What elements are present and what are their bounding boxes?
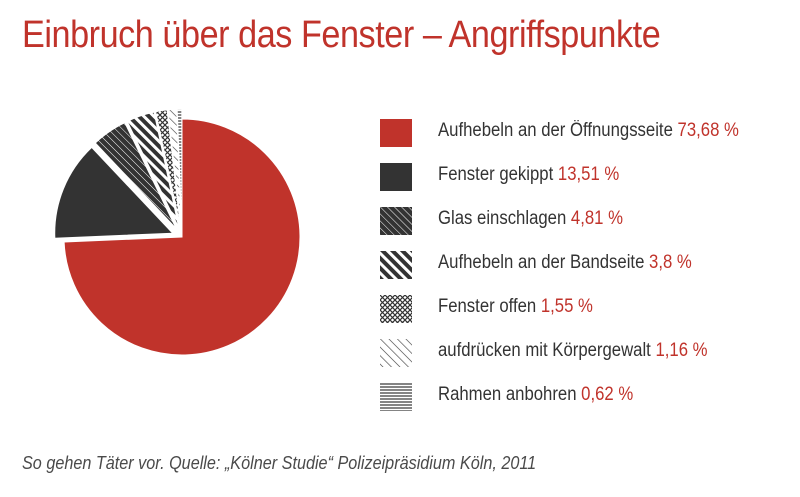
legend-swatch xyxy=(380,251,412,279)
pie-slice-2 xyxy=(54,146,174,239)
legend-swatch xyxy=(380,339,412,367)
chart-title: Einbruch über das Fenster – Angriffspunk… xyxy=(22,14,661,56)
legend-label: Glas einschlagen xyxy=(438,208,567,229)
legend-value: 73,68 % xyxy=(677,120,739,141)
legend-value: 4,81 % xyxy=(570,208,623,229)
source-note: So gehen Täter vor. Quelle: „Kölner Stud… xyxy=(22,453,537,473)
legend-label: Aufhebeln an der Öffnungsseite xyxy=(438,120,673,141)
legend-swatch xyxy=(380,119,412,147)
pie-slice-3 xyxy=(94,121,177,230)
legend-swatch xyxy=(380,295,412,323)
legend-value: 3,8 % xyxy=(649,252,692,273)
legend-value: 1,55 % xyxy=(540,296,593,317)
legend-swatch xyxy=(380,207,412,235)
legend-label: Aufhebeln an der Bandseite xyxy=(438,252,645,273)
legend-value: 13,51 % xyxy=(557,164,620,185)
legend-label: Rahmen anbohren xyxy=(438,384,577,405)
pie-slice-4 xyxy=(126,111,180,228)
legend-value: 1,16 % xyxy=(655,340,708,361)
legend-label: Fenster gekippt xyxy=(438,164,554,185)
legend-swatch xyxy=(380,163,412,191)
legend-swatch xyxy=(380,383,412,411)
legend-value: 0,62 % xyxy=(581,384,634,405)
pie-slice-1 xyxy=(63,118,301,356)
pie-slice-7 xyxy=(176,108,183,228)
pie-slice-5 xyxy=(155,109,181,228)
legend-label: Fenster offen xyxy=(438,296,537,317)
pie-slice-6 xyxy=(167,108,182,228)
legend-label: aufdrücken mit Körpergewalt xyxy=(438,340,651,361)
